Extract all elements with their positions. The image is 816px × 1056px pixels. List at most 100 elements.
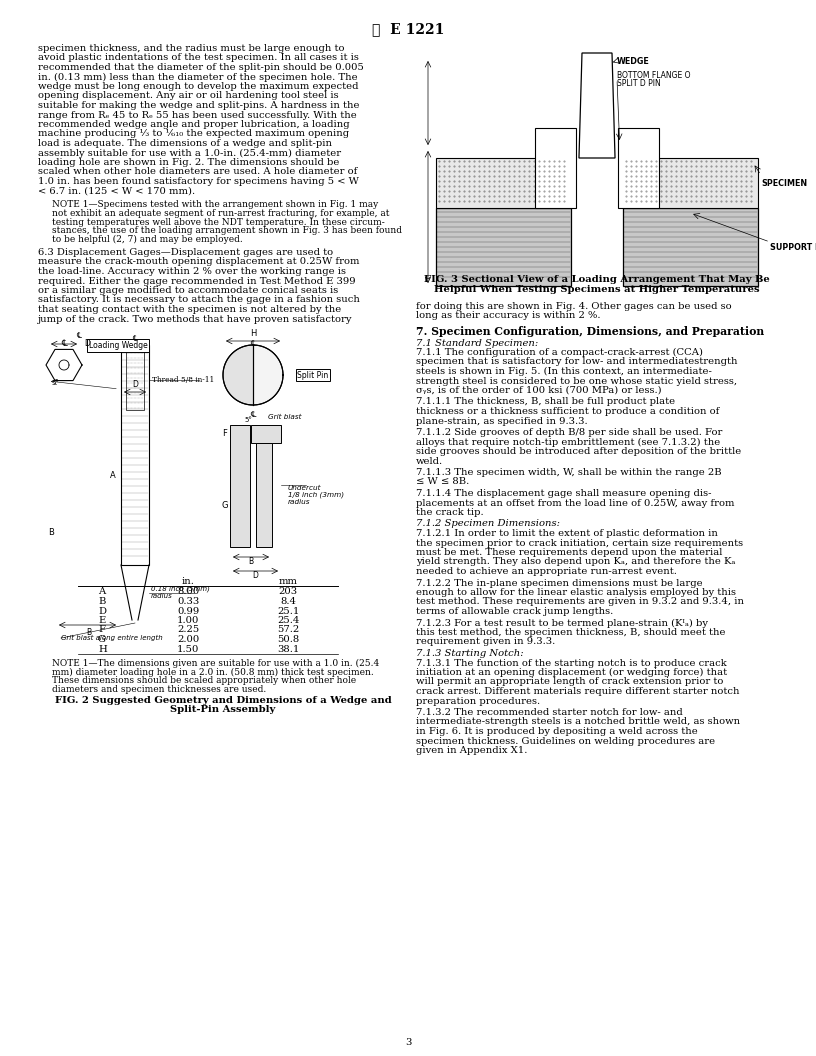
Bar xyxy=(126,350,144,410)
Text: 7.1.1.4 The displacement gage shall measure opening dis-: 7.1.1.4 The displacement gage shall meas… xyxy=(416,489,712,498)
Text: mm) diameter loading hole in a 2.0 in. (50.8 mm) thick test specimen.: mm) diameter loading hole in a 2.0 in. (… xyxy=(52,667,374,677)
Text: initiation at an opening displacement (or wedging force) that: initiation at an opening displacement (o… xyxy=(416,668,727,677)
Text: specimen thickness. Guidelines on welding procedures are: specimen thickness. Guidelines on weldin… xyxy=(416,736,715,746)
Text: 0.99: 0.99 xyxy=(177,606,199,616)
Text: requirement given in 9.3.3.: requirement given in 9.3.3. xyxy=(416,638,555,646)
Text: intermediate-strength steels is a notched brittle weld, as shown: intermediate-strength steels is a notche… xyxy=(416,717,740,727)
Text: steels is shown in Fig. 5. (In this context, an intermediate-: steels is shown in Fig. 5. (In this cont… xyxy=(416,367,712,376)
Bar xyxy=(121,345,149,565)
Text: 2.25: 2.25 xyxy=(177,625,199,635)
Text: recommended wedge angle and proper lubrication, a loading: recommended wedge angle and proper lubri… xyxy=(38,120,349,129)
Text: 7.1.2 Specimen Dimensions:: 7.1.2 Specimen Dimensions: xyxy=(416,520,560,528)
Bar xyxy=(535,128,576,208)
Text: Split Pin: Split Pin xyxy=(297,371,329,379)
Text: plane-strain, as specified in 9.3.3.: plane-strain, as specified in 9.3.3. xyxy=(416,416,588,426)
Text: Undercut
1/8 inch (3mm)
radius: Undercut 1/8 inch (3mm) radius xyxy=(288,485,344,506)
Text: scaled when other hole diameters are used. A hole diameter of: scaled when other hole diameters are use… xyxy=(38,168,357,176)
Text: 6.3 Displacement Gages—Displacement gages are used to: 6.3 Displacement Gages—Displacement gage… xyxy=(38,248,333,257)
Text: 8.00: 8.00 xyxy=(177,587,199,597)
Text: strength steel is considered to be one whose static yield stress,: strength steel is considered to be one w… xyxy=(416,377,737,385)
Text: in. (0.13 mm) less than the diameter of the specimen hole. The: in. (0.13 mm) less than the diameter of … xyxy=(38,73,357,81)
Text: Helpful When Testing Specimens at Higher Temperatures: Helpful When Testing Specimens at Higher… xyxy=(434,284,760,294)
Text: not exhibit an adequate segment of run-arrest fracturing, for example, at: not exhibit an adequate segment of run-a… xyxy=(52,209,389,218)
Text: diameters and specimen thicknesses are used.: diameters and specimen thicknesses are u… xyxy=(52,685,266,694)
Text: load is adequate. The dimensions of a wedge and split-pin: load is adequate. The dimensions of a we… xyxy=(38,139,332,148)
Text: side grooves should be introduced after deposition of the brittle: side grooves should be introduced after … xyxy=(416,447,741,456)
Text: 5°: 5° xyxy=(244,417,252,423)
Text: D: D xyxy=(84,339,90,348)
Text: Split-Pin Assembly: Split-Pin Assembly xyxy=(171,705,276,714)
Text: specimen that is satisfactory for low- and intermediatestrength: specimen that is satisfactory for low- a… xyxy=(416,358,738,366)
Text: NOTE 1—Specimens tested with the arrangement shown in Fig. 1 may: NOTE 1—Specimens tested with the arrange… xyxy=(52,200,379,209)
Text: 7.1.3 Starting Notch:: 7.1.3 Starting Notch: xyxy=(416,649,524,658)
Text: E: E xyxy=(98,616,105,625)
Text: F: F xyxy=(98,625,105,635)
Text: stances, the use of the loading arrangement shown in Fig. 3 has been found: stances, the use of the loading arrangem… xyxy=(52,226,402,235)
Text: 8.4: 8.4 xyxy=(280,597,296,606)
Text: terms of allowable crack jump lengths.: terms of allowable crack jump lengths. xyxy=(416,607,614,616)
Text: ℄: ℄ xyxy=(251,339,255,348)
Bar xyxy=(436,158,571,208)
Text: 7.1.1.1 The thickness, B, shall be full product plate: 7.1.1.1 The thickness, B, shall be full … xyxy=(416,397,675,407)
Text: H: H xyxy=(98,644,107,654)
Text: must be met. These requirements depend upon the material: must be met. These requirements depend u… xyxy=(416,548,722,557)
Text: alloys that require notch-tip embrittlement (see 7.1.3.2) the: alloys that require notch-tip embrittlem… xyxy=(416,437,721,447)
Text: machine producing ⅓ to ⅙₁₀ the expected maximum opening: machine producing ⅓ to ⅙₁₀ the expected … xyxy=(38,130,349,138)
Bar xyxy=(256,444,272,547)
Text: given in Appendix X1.: given in Appendix X1. xyxy=(416,746,527,755)
Polygon shape xyxy=(579,53,615,158)
Text: A: A xyxy=(98,587,105,597)
Text: required. Either the gage recommended in Test Method E 399: required. Either the gage recommended in… xyxy=(38,277,356,285)
Bar xyxy=(623,208,758,286)
Text: or a similar gage modified to accommodate conical seats is: or a similar gage modified to accommodat… xyxy=(38,286,339,295)
Text: σᵧs, is of the order of 100 ksi (700 MPa) or less.): σᵧs, is of the order of 100 ksi (700 MPa… xyxy=(416,386,662,395)
Text: for doing this are shown in Fig. 4. Other gages can be used so: for doing this are shown in Fig. 4. Othe… xyxy=(416,302,732,312)
Text: SUPPORT BLOCK: SUPPORT BLOCK xyxy=(770,243,816,251)
Text: Thread 5/8 in-11: Thread 5/8 in-11 xyxy=(152,376,215,384)
Text: will permit an appropriate length of crack extension prior to: will permit an appropriate length of cra… xyxy=(416,678,723,686)
Text: testing temperatures well above the NDT temperature. In these circum-: testing temperatures well above the NDT … xyxy=(52,218,385,227)
Bar xyxy=(251,425,281,444)
Text: F: F xyxy=(222,430,227,438)
Text: satisfactory. It is necessary to attach the gage in a fashion such: satisfactory. It is necessary to attach … xyxy=(38,296,360,304)
Text: this test method, the specimen thickness, B, should meet the: this test method, the specimen thickness… xyxy=(416,628,725,637)
Text: long as their accuracy is within 2 %.: long as their accuracy is within 2 %. xyxy=(416,312,601,321)
Text: 7.1.1.3 The specimen width, W, shall be within the range 2B: 7.1.1.3 The specimen width, W, shall be … xyxy=(416,468,721,477)
Text: 7.1.1.2 Side grooves of depth B/8 per side shall be used. For: 7.1.1.2 Side grooves of depth B/8 per si… xyxy=(416,428,722,437)
Text: Loading Wedge: Loading Wedge xyxy=(89,341,148,350)
Text: 57.2: 57.2 xyxy=(277,625,299,635)
Text: NOTE 1—The dimensions given are suitable for use with a 1.0 in. (25.4: NOTE 1—The dimensions given are suitable… xyxy=(52,659,379,668)
Text: 7.1.2.1 In order to limit the extent of plastic deformation in: 7.1.2.1 In order to limit the extent of … xyxy=(416,529,718,538)
Text: G: G xyxy=(222,501,228,509)
Bar xyxy=(623,158,758,208)
Text: These dimensions should be scaled appropriately when other hole: These dimensions should be scaled approp… xyxy=(52,677,356,685)
Text: 25.4: 25.4 xyxy=(277,616,299,625)
Text: B: B xyxy=(48,528,54,538)
Text: Grit blast along entire length: Grit blast along entire length xyxy=(61,635,162,641)
Text: 1.00: 1.00 xyxy=(177,616,199,625)
Text: wedge must be long enough to develop the maximum expected: wedge must be long enough to develop the… xyxy=(38,82,358,91)
Text: jump of the crack. Two methods that have proven satisfactory: jump of the crack. Two methods that have… xyxy=(38,315,353,323)
Text: 1.0 in. has been found satisfactory for specimens having 5 < W: 1.0 in. has been found satisfactory for … xyxy=(38,177,359,186)
Text: 7.1.3.2 The recommended starter notch for low- and: 7.1.3.2 The recommended starter notch fo… xyxy=(416,708,683,717)
Text: G: G xyxy=(98,635,106,644)
Text: placements at an offset from the load line of 0.25W, away from: placements at an offset from the load li… xyxy=(416,498,734,508)
Text: loading hole are shown in Fig. 2. The dimensions should be: loading hole are shown in Fig. 2. The di… xyxy=(38,158,339,167)
Text: opening displacement. Any air or oil hardening tool steel is: opening displacement. Any air or oil har… xyxy=(38,92,339,100)
Text: 7.1.3.1 The function of the starting notch is to produce crack: 7.1.3.1 The function of the starting not… xyxy=(416,659,727,667)
Text: that seating contact with the specimen is not altered by the: that seating contact with the specimen i… xyxy=(38,305,341,314)
Polygon shape xyxy=(223,345,253,406)
Text: BOTTOM FLANGE O: BOTTOM FLANGE O xyxy=(617,71,690,79)
Text: B: B xyxy=(98,597,105,606)
Text: 7. Specimen Configuration, Dimensions, and Preparation: 7. Specimen Configuration, Dimensions, a… xyxy=(416,326,764,337)
Text: mm: mm xyxy=(278,577,298,586)
Text: FIG. 2 Suggested Geometry and Dimensions of a Wedge and: FIG. 2 Suggested Geometry and Dimensions… xyxy=(55,696,392,704)
Text: 38.1: 38.1 xyxy=(277,644,299,654)
Bar xyxy=(436,208,571,286)
Text: 203: 203 xyxy=(278,587,298,597)
Text: D: D xyxy=(253,571,259,580)
Text: crack arrest. Different materials require different starter notch: crack arrest. Different materials requir… xyxy=(416,687,739,696)
Text: SPLIT D PIN: SPLIT D PIN xyxy=(617,79,661,89)
Text: ≤ W ≤ 8B.: ≤ W ≤ 8B. xyxy=(416,477,469,487)
Text: 3: 3 xyxy=(405,1038,411,1046)
